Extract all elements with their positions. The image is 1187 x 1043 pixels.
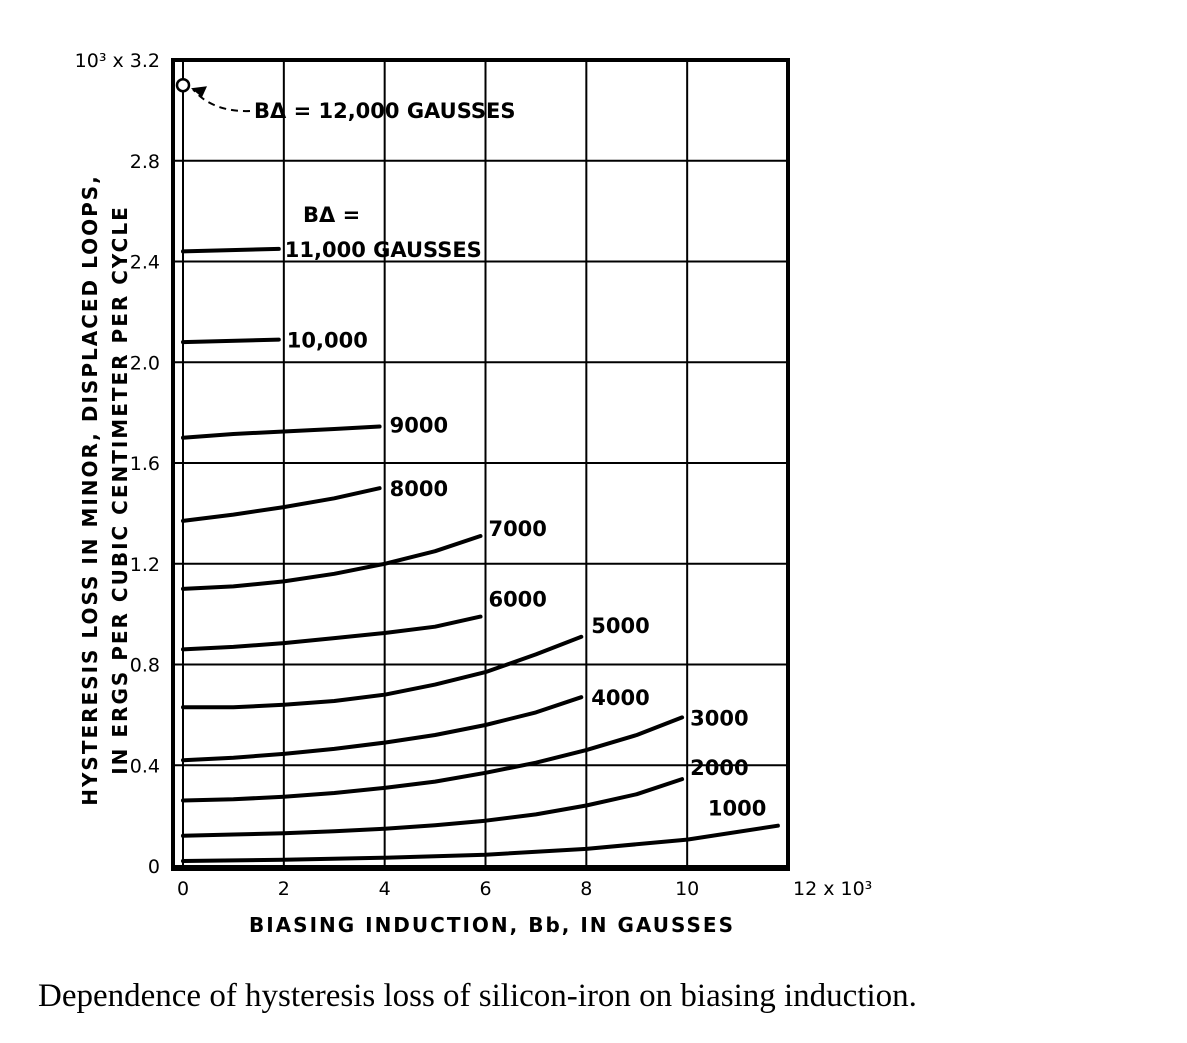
series-line [181,823,780,863]
y-tick-label: 10³ x 3.2 [75,50,160,72]
series-label: 2000 [690,756,748,780]
series-line [181,715,685,803]
x-tick-label: 2 [278,878,290,900]
series-line [181,614,483,652]
dashed-arrow-line [192,88,251,113]
x-tick-label: 6 [479,878,491,900]
series-line [181,486,382,523]
y-axis-title-line1: HYSTERESIS LOSS IN MINOR, DISPLACED LOOP… [78,174,102,806]
series-line [181,337,281,345]
annotation: BΔ = 12,000 GAUSSES [175,77,516,123]
x-tick-label: 8 [580,878,592,900]
y-tick-label: 2.8 [130,151,160,173]
x-tick-label: 0 [177,878,189,900]
y-tick-label: 1.6 [130,453,160,475]
arrowhead-icon [191,86,207,98]
point-label: BΔ = 12,000 GAUSSES [254,99,516,123]
series-line [181,695,584,763]
x-tick-label: 4 [379,878,391,900]
y-tick-label: 2.4 [130,252,160,274]
data-point-marker [175,77,191,93]
y-tick-label: 0.8 [130,655,160,677]
series-curves [181,246,780,863]
y-tick-label: 0.4 [130,755,160,777]
series-header-label: BΔ = [303,203,360,227]
x-tick-label: 10 [675,878,699,900]
series-label: 3000 [690,706,748,730]
x-axis-title: BIASING INDUCTION, Bb, IN GAUSSES [249,913,735,937]
plot-frame [171,58,790,871]
series-label: 11,000 GAUSSES [285,238,482,262]
series-line [181,424,382,440]
series-line [181,777,685,838]
x-axis-ticks: 0 2 4 6 8 10 12 x 10³ [177,878,872,900]
y-axis-title-line2: IN ERGS PER CUBIC CENTIMETER PER CYCLE [108,205,132,775]
chart-grid [173,59,789,867]
series-label: 8000 [390,477,448,501]
series-label: 1000 [708,797,766,821]
series-line [181,634,584,710]
series-labels: 11,000 GAUSSES 10,000 9000 8000 7000 6000 5000… [285,203,767,821]
y-tick-label: 2.0 [130,352,160,374]
x-tick-label: 12 x 10³ [793,878,872,900]
series-line [181,246,281,254]
y-tick-label: 0 [148,856,160,878]
series-label: 9000 [390,413,448,437]
series-label: 6000 [488,588,546,612]
series-label: 10,000 [287,329,368,353]
series-line [181,534,483,591]
figure-caption: Dependence of hysteresis loss of silicon… [38,978,917,1014]
series-label: 5000 [591,614,649,638]
y-tick-label: 1.2 [130,554,160,576]
series-label: 4000 [591,686,649,710]
series-label: 7000 [488,517,546,541]
y-axis-ticks: 0 0.4 0.8 1.2 1.6 2.0 2.4 2.8 10³ x 3.2 [75,50,160,878]
